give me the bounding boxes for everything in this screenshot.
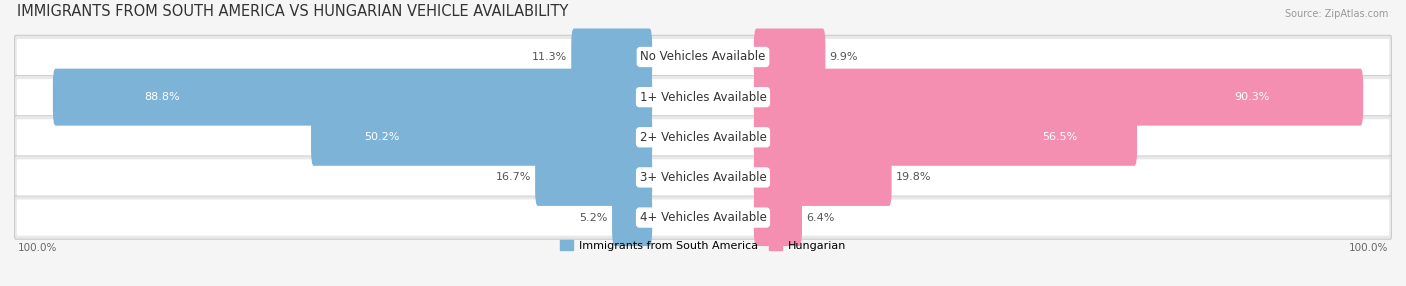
FancyBboxPatch shape: [612, 189, 652, 246]
Text: No Vehicles Available: No Vehicles Available: [640, 51, 766, 63]
Text: 4+ Vehicles Available: 4+ Vehicles Available: [640, 211, 766, 224]
FancyBboxPatch shape: [17, 119, 1389, 155]
FancyBboxPatch shape: [536, 149, 652, 206]
FancyBboxPatch shape: [14, 76, 1392, 119]
Text: 100.0%: 100.0%: [17, 243, 56, 253]
Text: IMMIGRANTS FROM SOUTH AMERICA VS HUNGARIAN VEHICLE AVAILABILITY: IMMIGRANTS FROM SOUTH AMERICA VS HUNGARI…: [17, 4, 569, 19]
Text: 16.7%: 16.7%: [496, 172, 531, 182]
FancyBboxPatch shape: [14, 116, 1392, 159]
FancyBboxPatch shape: [14, 35, 1392, 79]
FancyBboxPatch shape: [571, 29, 652, 86]
Text: 5.2%: 5.2%: [579, 212, 607, 223]
Text: 56.5%: 56.5%: [1042, 132, 1078, 142]
Text: 88.8%: 88.8%: [145, 92, 180, 102]
FancyBboxPatch shape: [754, 69, 1364, 126]
FancyBboxPatch shape: [754, 189, 801, 246]
Text: 19.8%: 19.8%: [896, 172, 931, 182]
FancyBboxPatch shape: [754, 109, 1137, 166]
Text: 90.3%: 90.3%: [1234, 92, 1270, 102]
Text: 100.0%: 100.0%: [1350, 243, 1389, 253]
FancyBboxPatch shape: [311, 109, 652, 166]
FancyBboxPatch shape: [17, 79, 1389, 115]
Text: 1+ Vehicles Available: 1+ Vehicles Available: [640, 91, 766, 104]
FancyBboxPatch shape: [14, 196, 1392, 239]
Text: 9.9%: 9.9%: [830, 52, 858, 62]
Text: Source: ZipAtlas.com: Source: ZipAtlas.com: [1285, 9, 1389, 19]
FancyBboxPatch shape: [17, 159, 1389, 196]
FancyBboxPatch shape: [14, 156, 1392, 199]
FancyBboxPatch shape: [17, 39, 1389, 75]
Text: 2+ Vehicles Available: 2+ Vehicles Available: [640, 131, 766, 144]
Text: 50.2%: 50.2%: [364, 132, 399, 142]
FancyBboxPatch shape: [754, 149, 891, 206]
FancyBboxPatch shape: [17, 200, 1389, 236]
Legend: Immigrants from South America, Hungarian: Immigrants from South America, Hungarian: [555, 236, 851, 255]
FancyBboxPatch shape: [754, 29, 825, 86]
Text: 6.4%: 6.4%: [806, 212, 834, 223]
Text: 11.3%: 11.3%: [531, 52, 567, 62]
FancyBboxPatch shape: [53, 69, 652, 126]
Text: 3+ Vehicles Available: 3+ Vehicles Available: [640, 171, 766, 184]
